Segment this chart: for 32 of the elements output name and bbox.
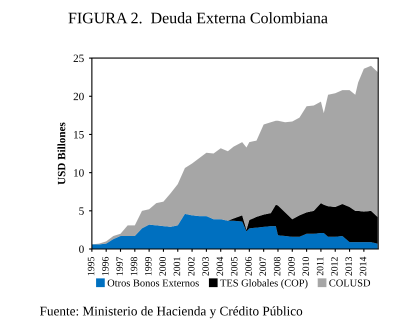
legend-label: TES Globales (COP) xyxy=(220,279,308,289)
x-tick-label: 2010 xyxy=(302,257,310,276)
y-tick-label: 0 xyxy=(79,245,84,253)
chart-title: FIGURA 2. Deuda Externa Colombiana xyxy=(68,12,328,24)
x-tick-label: 1997 xyxy=(116,256,123,276)
x-tick-label: 2013 xyxy=(345,257,352,276)
x-tick-label: 2014 xyxy=(360,256,366,276)
x-tick-label: 2000 xyxy=(159,257,166,276)
y-tick-label: 15 xyxy=(74,130,84,138)
x-tick-label: 2007 xyxy=(260,256,266,276)
x-tick-label: 2011 xyxy=(316,257,324,276)
x-tick-label: 2006 xyxy=(245,256,252,276)
x-tick-label: 2005 xyxy=(230,257,238,276)
legend-label: Otros Bonos Externos xyxy=(108,280,199,286)
x-tick-label: 2012 xyxy=(331,257,338,276)
y-tick-label: 20 xyxy=(74,92,84,100)
y-tick-label: 25 xyxy=(74,54,84,62)
x-tick-label: 1999 xyxy=(145,257,152,276)
x-tick-label: 2009 xyxy=(288,257,295,276)
legend-label: COLUSD xyxy=(329,280,370,286)
x-tick-label: 1996 xyxy=(102,256,109,276)
x-tick-label: 2002 xyxy=(188,257,195,276)
y-tick-label: 10 xyxy=(74,169,84,177)
x-tick-label: 2001 xyxy=(174,257,180,276)
x-tick-label: 2008 xyxy=(274,257,280,276)
source-note: Fuente: Ministerio de Hacienda y Crédito Público xyxy=(40,306,302,318)
x-tick-label: 2004 xyxy=(216,256,224,276)
x-tick-label: 1998 xyxy=(130,257,138,276)
x-tick-label: 1995 xyxy=(88,257,94,276)
x-tick-label: 2003 xyxy=(202,257,209,276)
y-tick-label: 5 xyxy=(79,207,84,215)
y-axis-title: USD Billones xyxy=(57,122,66,185)
